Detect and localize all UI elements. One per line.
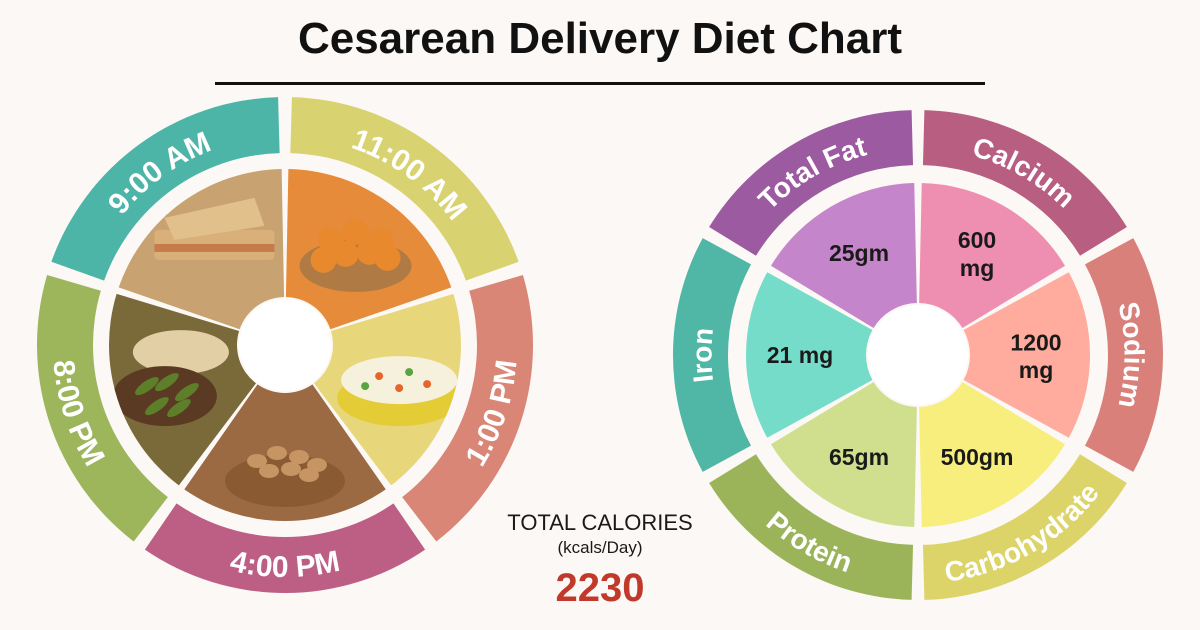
nutrient-value-wedge — [919, 381, 1066, 527]
nutrient-ring-segment — [922, 454, 1127, 600]
total-calories-label: TOTAL CALORIES — [507, 510, 693, 535]
meal-time-label: 4:00 PM — [227, 545, 342, 584]
meal-time-ring-segment — [402, 274, 533, 542]
meal-slot: 9:00 AM — [51, 97, 285, 330]
meal-wheel-center — [239, 299, 331, 391]
meal-schedule-wheel: 9:00 AM 11:00 AM1:00 PM4:00 PM8:00 PM — [36, 97, 533, 593]
nutrient-slot: Sodium 1200 mg — [963, 238, 1163, 472]
nutrient-wheel-center — [868, 305, 968, 405]
nutrient-value-wedge — [746, 272, 873, 438]
nutrient-value-wedge — [770, 381, 917, 527]
nutrient-value-label: 500gm — [941, 444, 1014, 470]
title-underline — [215, 82, 985, 85]
nutrient-name-label: Sodium — [1112, 299, 1149, 411]
meal-slot: 1:00 PM — [313, 274, 533, 542]
meal-time-ring-segment — [51, 97, 280, 281]
meal-time-ring-segment — [290, 97, 519, 281]
nutrient-value-label: 21 mg — [767, 342, 833, 368]
nutrient-ring-segment — [709, 454, 914, 600]
nutrient-value-wedge — [963, 272, 1090, 438]
total-calories-unit: (kcals/Day) — [557, 538, 643, 557]
nutrient-value-label: 1200 mg — [1010, 329, 1061, 383]
nutrient-ring-segment — [673, 238, 752, 472]
nutrient-value-wedge — [770, 183, 917, 329]
nutrient-value-label: 65gm — [829, 444, 889, 470]
nutrient-ring-segment — [709, 110, 914, 256]
total-calories-value: 2230 — [555, 566, 645, 610]
meal-time-ring-segment — [36, 274, 168, 542]
nutrient-value-label: 25gm — [829, 240, 889, 266]
nutrient-ring-segment — [1084, 238, 1163, 472]
nutrient-ring-segment — [922, 110, 1127, 256]
nutrient-value-wedge — [919, 183, 1066, 329]
meal-time-ring-segment — [144, 503, 426, 593]
nutrient-value-label: 600 mg — [958, 227, 996, 281]
page-title: Cesarean Delivery Diet Chart — [297, 14, 903, 63]
